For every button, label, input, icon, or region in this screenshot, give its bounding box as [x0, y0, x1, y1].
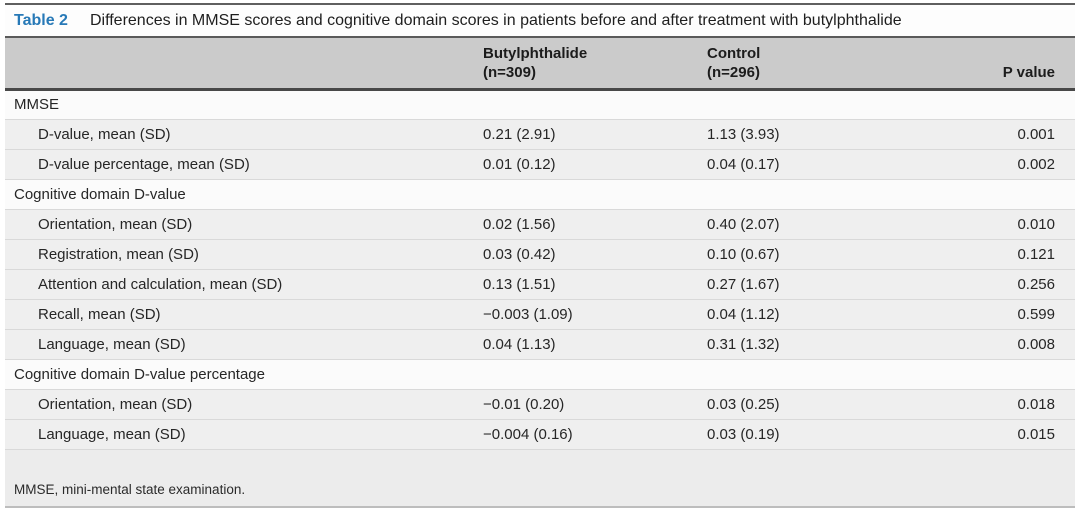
control-value: 0.04 (1.12): [702, 298, 940, 329]
column-header-butylphthalide: Butylphthalide (n=309): [478, 36, 702, 91]
row-label: D-value percentage, mean (SD): [5, 148, 478, 179]
p-value: 0.002: [940, 148, 1075, 179]
butylphthalide-value: 0.02 (1.56): [478, 208, 702, 239]
table-body: MMSE D-value, mean (SD) 0.21 (2.91) 1.13 (3…: [5, 89, 1075, 449]
control-value: [702, 89, 940, 119]
butylphthalide-value: 0.21 (2.91): [478, 118, 702, 149]
p-value: [940, 358, 1075, 389]
control-value: 0.40 (2.07): [702, 208, 940, 239]
p-value: 0.010: [940, 208, 1075, 239]
row-label: Orientation, mean (SD): [5, 388, 478, 419]
column-header-p-value: P value: [940, 36, 1075, 91]
butylphthalide-value: −0.01 (0.20): [478, 388, 702, 419]
row-label: Cognitive domain D-value percentage: [5, 358, 478, 389]
table-row: D-value, mean (SD) 0.21 (2.91) 1.13 (3.93)…: [5, 118, 1075, 149]
butylphthalide-value: [478, 358, 702, 389]
p-value: [940, 89, 1075, 119]
table-row: Attention and calculation, mean (SD) 0.13…: [5, 268, 1075, 299]
table-row: D-value percentage, mean (SD) 0.01 (0.12)…: [5, 148, 1075, 179]
butylphthalide-value: 0.03 (0.42): [478, 238, 702, 269]
row-label: Attention and calculation, mean (SD): [5, 268, 478, 299]
control-value: 0.10 (0.67): [702, 238, 940, 269]
p-value: 0.008: [940, 328, 1075, 359]
butylphthalide-value: 0.01 (0.12): [478, 148, 702, 179]
butylphthalide-value: −0.004 (0.16): [478, 418, 702, 449]
butylphthalide-value: 0.04 (1.13): [478, 328, 702, 359]
p-value: 0.121: [940, 238, 1075, 269]
table-caption: Table 2 Differences in MMSE scores and c…: [5, 5, 1075, 36]
p-value: 0.015: [940, 418, 1075, 449]
table-number-label: Table 2: [14, 11, 68, 29]
butylphthalide-value: [478, 178, 702, 209]
control-value: 0.27 (1.67): [702, 268, 940, 299]
table-section-row: Cognitive domain D-value percentage: [5, 358, 1075, 389]
footnote-text: MMSE, mini-mental state examination.: [14, 482, 246, 497]
butylphthalide-value: −0.003 (1.09): [478, 298, 702, 329]
table-section-row: MMSE: [5, 89, 1075, 119]
p-value: 0.001: [940, 118, 1075, 149]
row-label: Language, mean (SD): [5, 418, 478, 449]
table-title: Differences in MMSE scores and cognitive…: [89, 11, 902, 29]
paper-table-figure: Table 2 Differences in MMSE scores and c…: [0, 3, 1080, 520]
table-row: Orientation, mean (SD) 0.02 (1.56) 0.40 (2…: [5, 208, 1075, 239]
control-value: [702, 178, 940, 209]
butylphthalide-value: 0.13 (1.51): [478, 268, 702, 299]
column-header-control: Control (n=296): [702, 36, 940, 91]
table-header-row: Butylphthalide (n=309) Control (n=296) P…: [5, 36, 1075, 91]
control-value: [702, 358, 940, 389]
table-row: Registration, mean (SD) 0.03 (0.42) 0.10 (…: [5, 238, 1075, 269]
row-label: Orientation, mean (SD): [5, 208, 478, 239]
results-table: Butylphthalide (n=309) Control (n=296) P…: [5, 36, 1075, 449]
table-section-row: Cognitive domain D-value: [5, 178, 1075, 209]
top-rule: [5, 3, 1075, 5]
table-footnote: MMSE, mini-mental state examination.: [5, 449, 1075, 508]
row-label: Recall, mean (SD): [5, 298, 478, 329]
row-label: Cognitive domain D-value: [5, 178, 478, 209]
table-row: Orientation, mean (SD) −0.01 (0.20) 0.03 (…: [5, 388, 1075, 419]
control-value: 0.04 (0.17): [702, 148, 940, 179]
column-header-empty: [5, 36, 478, 91]
control-value: 0.03 (0.19): [702, 418, 940, 449]
butylphthalide-value: [478, 89, 702, 119]
table-row: Recall, mean (SD) −0.003 (1.09) 0.04 (1.12…: [5, 298, 1075, 329]
row-label: Registration, mean (SD): [5, 238, 478, 269]
control-value: 0.03 (0.25): [702, 388, 940, 419]
table-row: Language, mean (SD) 0.04 (1.13) 0.31 (1.32…: [5, 328, 1075, 359]
control-value: 0.31 (1.32): [702, 328, 940, 359]
row-label: D-value, mean (SD): [5, 118, 478, 149]
row-label: Language, mean (SD): [5, 328, 478, 359]
control-value: 1.13 (3.93): [702, 118, 940, 149]
p-value: [940, 178, 1075, 209]
row-label: MMSE: [5, 89, 478, 119]
p-value: 0.256: [940, 268, 1075, 299]
p-value: 0.018: [940, 388, 1075, 419]
table-row: Language, mean (SD) −0.004 (0.16) 0.03 (0.…: [5, 418, 1075, 449]
p-value: 0.599: [940, 298, 1075, 329]
